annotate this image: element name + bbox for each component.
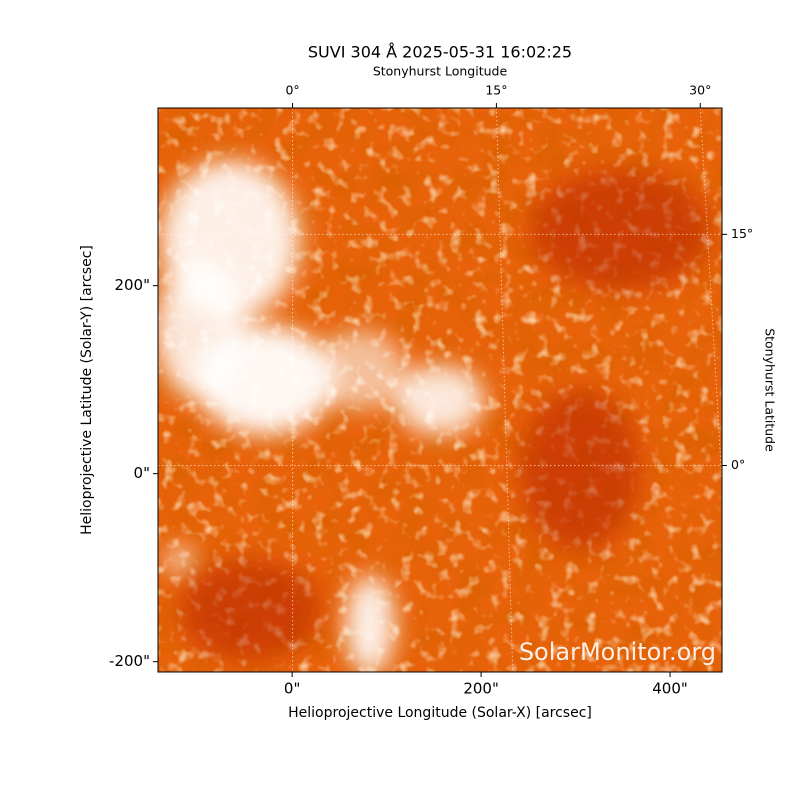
x-axis-label: Helioprojective Longitude (Solar-X) [arc… bbox=[288, 705, 592, 721]
y-axis-label: Helioprojective Latitude (Solar-Y) [arcs… bbox=[79, 245, 95, 535]
y-tick-label: -200" bbox=[109, 652, 150, 670]
x-tick-label: 0" bbox=[284, 680, 300, 698]
y2-tick-label: 0° bbox=[731, 457, 745, 472]
y-tick-label: 0" bbox=[134, 464, 150, 482]
y-tick-label: 200" bbox=[114, 276, 150, 294]
watermark: SolarMonitor.org bbox=[519, 638, 716, 666]
chart-title: SUVI 304 Å 2025-05-31 16:02:25 bbox=[308, 43, 572, 62]
solar-image bbox=[155, 108, 722, 675]
x2-tick-label: 15° bbox=[485, 83, 507, 98]
x2-tick-label: 30° bbox=[689, 83, 711, 98]
x-tick-label: 400" bbox=[652, 680, 688, 698]
x-tick-label: 200" bbox=[463, 680, 499, 698]
y2-tick-label: 15° bbox=[731, 226, 753, 241]
x2-axis-label: Stonyhurst Longitude bbox=[373, 64, 508, 79]
x2-tick-label: 0° bbox=[285, 83, 299, 98]
y2-axis-label: Stonyhurst Latitude bbox=[763, 328, 778, 452]
